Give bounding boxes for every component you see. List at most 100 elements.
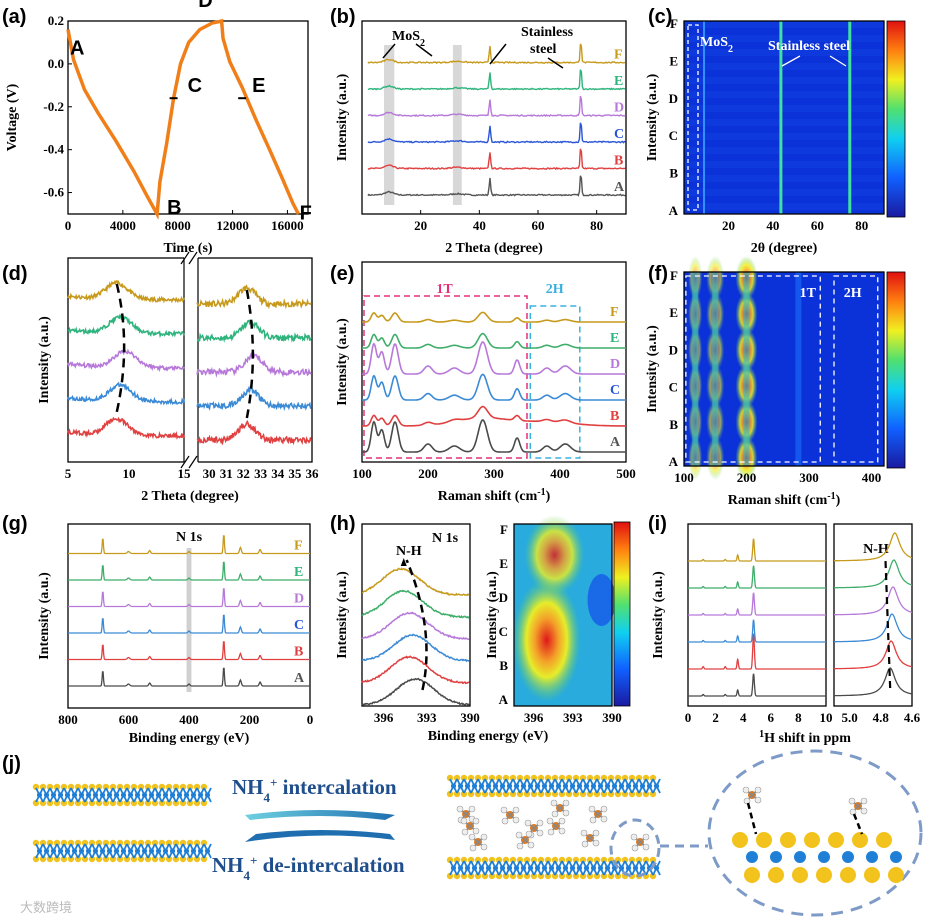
- s-atom: [186, 855, 194, 863]
- axis-break-marks: [180, 251, 198, 469]
- mo-atom: [464, 783, 471, 789]
- mo-atom: [92, 848, 99, 854]
- s-atom: [474, 790, 482, 798]
- h-atom: [754, 786, 762, 794]
- s-atom: [551, 872, 559, 880]
- h-atom: [630, 833, 638, 841]
- xrd-series-F: [367, 43, 626, 65]
- s-atom: [137, 799, 145, 807]
- raman-series-F: [362, 311, 626, 323]
- s-atom: [67, 783, 75, 791]
- y-axis-label-i: Intensity (a.u.): [651, 571, 666, 659]
- s-atom: [572, 774, 580, 782]
- x-tick-d: 5: [65, 466, 72, 481]
- xrd-zoom-high: [196, 385, 312, 412]
- panel-label-j: (j): [2, 753, 21, 775]
- mo-atom: [625, 783, 632, 789]
- plot-area-e: [361, 261, 627, 463]
- nmr-zoom-series: [834, 559, 913, 589]
- s-atom: [200, 855, 208, 863]
- y-tick-h2: F: [500, 522, 508, 537]
- h-atom: [754, 796, 762, 804]
- y-axis-label-h2: Intensity (a.u.): [485, 571, 500, 659]
- nh4-ion-7: [580, 829, 600, 848]
- s-atom: [88, 855, 96, 863]
- s-atom: [460, 774, 468, 782]
- plot-area-b: [361, 20, 627, 215]
- h-atom: [550, 799, 558, 807]
- s-atom: [481, 790, 489, 798]
- s-atom: [158, 855, 166, 863]
- x-tick-h: 396: [374, 710, 394, 725]
- s-atom: [102, 783, 110, 791]
- heat-stripe-c: [684, 133, 884, 140]
- mo-atom: [43, 848, 50, 854]
- raman-band: [795, 272, 802, 466]
- s-atom: [67, 855, 75, 863]
- s-atom: [102, 855, 110, 863]
- y-axis-label-a: Voltage (V): [5, 83, 20, 151]
- mo-atom: [555, 865, 562, 871]
- heat-stripe-c: [684, 189, 884, 196]
- s-atom: [544, 774, 552, 782]
- x-tick-a: 0: [65, 218, 72, 233]
- plot-area-g: [67, 523, 311, 709]
- s-atom: [628, 774, 636, 782]
- s-atom: [158, 799, 166, 807]
- n1s-series: [361, 655, 470, 685]
- mo-atom: [604, 865, 611, 871]
- point-label-C: C: [188, 75, 202, 97]
- s-atom: [116, 783, 124, 791]
- nmr-zoom-series: [834, 613, 913, 643]
- mo-atom-zoom: [770, 851, 782, 863]
- s-atom: [551, 774, 559, 782]
- mo-atom: [134, 792, 141, 798]
- x-tick-d: 36: [306, 466, 320, 481]
- s-atom: [151, 855, 159, 863]
- s-atom: [39, 799, 47, 807]
- heat-stripe-c: [684, 203, 884, 210]
- mos2-layer-left-top: [32, 783, 212, 807]
- x-axis-label-f: Raman shift (cm-1): [728, 491, 841, 509]
- x-tick-i: 2: [712, 710, 719, 725]
- mo-atom: [499, 783, 506, 789]
- h-atom: [742, 786, 750, 794]
- s-atom: [95, 839, 103, 847]
- series-label-g-F: F: [294, 539, 303, 554]
- s-atom-zoom: [792, 867, 808, 883]
- s-atom: [600, 774, 608, 782]
- mo-atom: [471, 783, 478, 789]
- x-tick-i2: 4.8: [873, 710, 890, 725]
- n1s-series: [361, 611, 470, 641]
- point-label-A: A: [70, 38, 84, 60]
- s-atom-zoom: [840, 867, 856, 883]
- nh4-ion-3: [588, 805, 608, 824]
- s-atom: [600, 856, 608, 864]
- s-atom: [635, 790, 643, 798]
- h-atom: [592, 829, 600, 837]
- mo-atom: [190, 792, 197, 798]
- s-atom: [509, 872, 517, 880]
- mo-atom: [499, 865, 506, 871]
- s-atom: [46, 799, 54, 807]
- mo-atom: [57, 792, 64, 798]
- plot-area-f: [683, 271, 885, 467]
- s-atom: [551, 856, 559, 864]
- y-tick-h2: C: [499, 624, 508, 639]
- s-atom: [649, 774, 657, 782]
- s-atom: [151, 799, 159, 807]
- x-axis-label-e: Raman shift (cm-1): [438, 487, 551, 505]
- y-tick-a: 0.2: [48, 13, 64, 28]
- series-label-b-B: B: [614, 154, 623, 169]
- y-tick-f: E: [669, 305, 678, 320]
- s-atom: [509, 790, 517, 798]
- label-deintercalation: NH4+ de-intercalation: [212, 853, 405, 883]
- mo-atom: [625, 865, 632, 871]
- mo-atom: [471, 865, 478, 871]
- s-atom: [130, 799, 138, 807]
- heat-stripe-c: [684, 175, 884, 182]
- series-label-e-B: B: [610, 409, 619, 424]
- s-atom: [495, 872, 503, 880]
- h-bond-1: [852, 813, 864, 835]
- s-atom: [642, 774, 650, 782]
